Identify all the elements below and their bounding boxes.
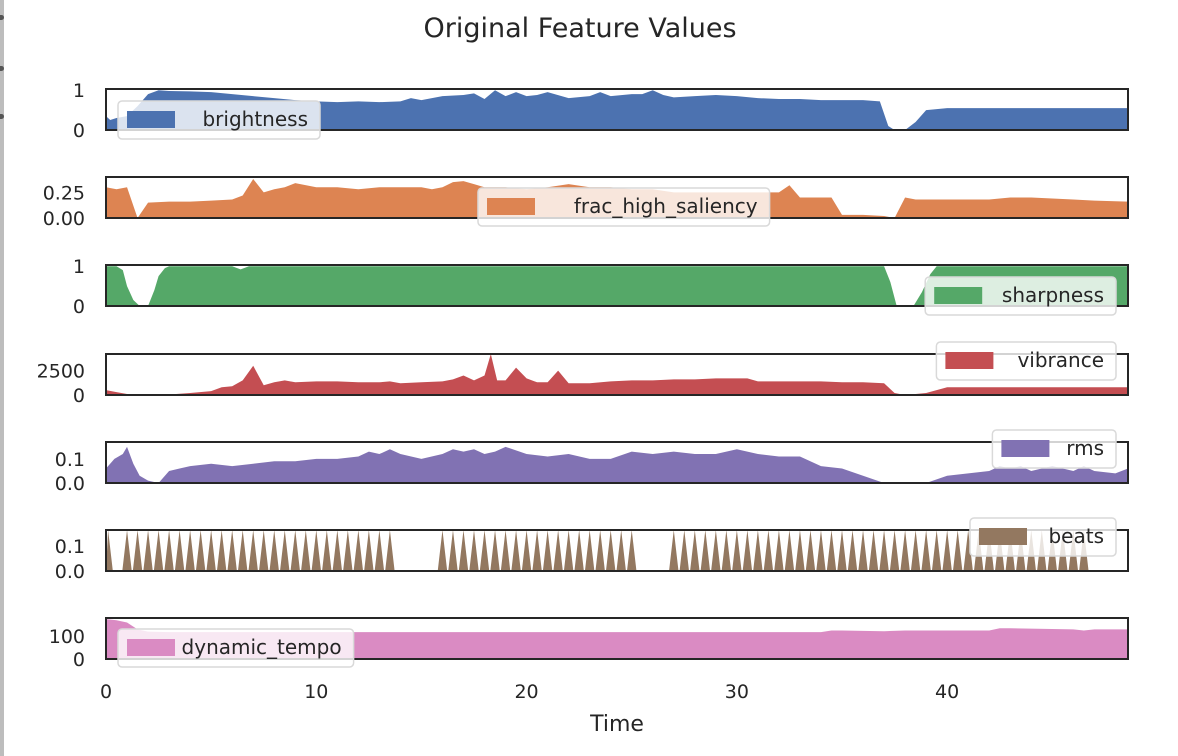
area-brightness xyxy=(106,90,1128,130)
ytick-beats-1: 0.0 xyxy=(55,561,85,583)
legend-label-sharpness: sharpness xyxy=(1002,283,1104,307)
panel-rms: 0.10.0 rms xyxy=(55,429,1129,495)
frame-sharpness xyxy=(105,264,1129,307)
xtick-4: 40 xyxy=(935,681,959,703)
legend-label-beats: beats xyxy=(1048,524,1104,548)
ytick-brightness-1: 0 xyxy=(73,120,85,142)
ytick-sharpness-1: 0 xyxy=(73,296,85,318)
legend-box-sharpness xyxy=(924,276,1117,316)
legend-swatch-vibrance xyxy=(945,352,994,369)
area-beats xyxy=(106,530,1128,571)
legend-box-vibrance xyxy=(935,341,1117,381)
ytick-sharpness-0: 1 xyxy=(73,256,85,278)
area-vibrance xyxy=(106,354,1128,395)
xtick-1: 10 xyxy=(304,681,328,703)
xtick-3: 30 xyxy=(725,681,749,703)
window-edge xyxy=(0,0,4,756)
area-rms xyxy=(106,446,1128,483)
legend-box-frac_high_saliency xyxy=(477,187,771,227)
ytick-dynamic_tempo-0: 100 xyxy=(49,626,85,648)
legend-swatch-dynamic_tempo xyxy=(127,639,175,656)
ytick-vibrance-1: 0 xyxy=(73,385,85,407)
x-axis-label: Time xyxy=(589,712,644,737)
chart-panels: 10 brightness0.250.00frac_high_saliency10… xyxy=(37,80,1129,671)
chart-title: Original Feature Values xyxy=(423,13,736,44)
ytick-frac_high_saliency-0: 0.25 xyxy=(43,182,85,204)
legend-swatch-beats xyxy=(979,528,1027,545)
legend-label-dynamic_tempo: dynamic_tempo xyxy=(182,635,342,659)
legend-swatch-sharpness xyxy=(934,287,983,304)
legend-swatch-brightness xyxy=(127,111,175,128)
legend-box-dynamic_tempo xyxy=(117,628,355,668)
xtick-2: 20 xyxy=(514,681,538,703)
legend-label-vibrance: vibrance xyxy=(1017,348,1104,372)
ytick-beats-0: 0.1 xyxy=(55,536,85,558)
legend-box-rms xyxy=(991,429,1117,469)
frame-beats xyxy=(105,529,1129,572)
xtick-0: 0 xyxy=(100,681,112,703)
ytick-frac_high_saliency-1: 0.00 xyxy=(43,208,85,230)
legend-box-beats xyxy=(969,517,1117,557)
frame-brightness xyxy=(105,88,1129,131)
ytick-dynamic_tempo-1: 0 xyxy=(73,649,85,671)
panel-beats: 0.1 0.0 beats xyxy=(55,517,1129,583)
ytick-rms-0: 0.1 xyxy=(55,449,85,471)
legend-label-frac_high_saliency: frac_high_saliency xyxy=(574,194,758,218)
ytick-rms-1: 0.0 xyxy=(55,473,85,495)
panel-sharpness: 1 0 sharpness xyxy=(73,256,1129,318)
legend-swatch-frac_high_saliency xyxy=(487,198,535,215)
frame-dynamic_tempo xyxy=(105,617,1129,660)
area-dynamic_tempo xyxy=(106,619,1128,659)
frame-rms xyxy=(105,441,1129,484)
legend-label-brightness: brightness xyxy=(202,107,308,131)
panel-frac_high_saliency: 0.25 0.00 frac_high_saliency xyxy=(43,176,1129,230)
legend-box-brightness xyxy=(117,100,321,140)
ytick-vibrance-0: 2500 xyxy=(37,361,85,383)
legend-swatch-rms xyxy=(1001,440,1050,457)
frame-vibrance xyxy=(105,353,1129,396)
area-sharpness xyxy=(106,266,1128,306)
x-axis: 0 10 20 30 40 xyxy=(100,681,959,703)
ytick-brightness-0: 1 xyxy=(73,80,85,102)
legend-label-rms: rms xyxy=(1066,436,1104,460)
panel-brightness: 1 0 brightness xyxy=(73,80,1129,142)
